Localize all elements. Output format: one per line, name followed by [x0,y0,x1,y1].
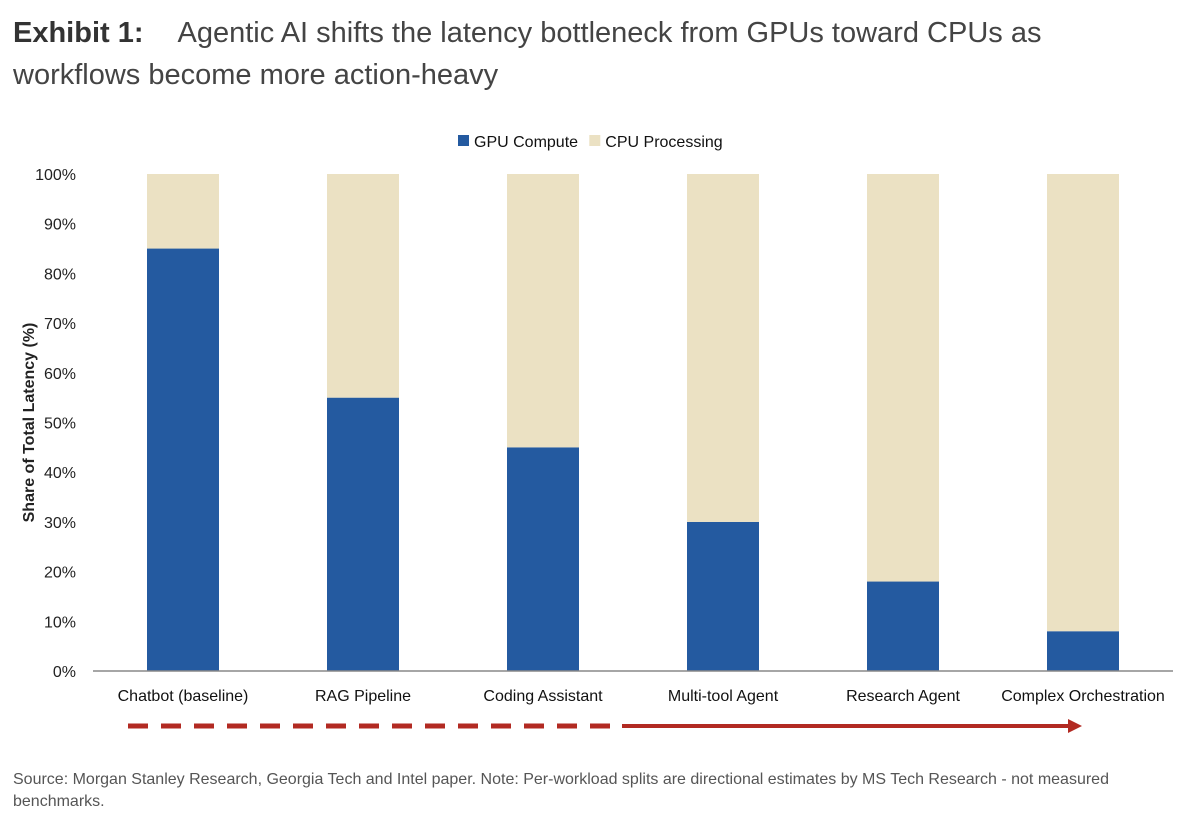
y-tick-label: 80% [44,266,76,283]
y-tick-label: 50% [44,416,76,433]
y-tick-label: 10% [44,614,76,631]
title-text: Agentic AI shifts the latency bottleneck… [13,17,1042,91]
y-tick-label: 40% [44,465,76,482]
bar-gpu-compute [147,248,219,672]
y-tick-label: 60% [44,366,76,383]
legend-swatch [589,135,601,146]
y-axis-label: Share of Total Latency (%) [21,323,38,523]
legend-swatch [458,135,469,146]
bar-cpu-processing [147,174,219,249]
bar-cpu-processing [327,174,399,398]
x-tick-label: Multi-tool Agent [668,688,779,705]
source-note: Source: Morgan Stanley Research, Georgia… [13,771,1109,810]
y-tick-label: 70% [44,316,76,333]
y-tick-label: 30% [44,515,76,532]
exhibit-label: Exhibit 1: [13,17,144,49]
bar-gpu-compute [327,397,399,671]
x-tick-label: Coding Assistant [483,688,603,705]
bar-cpu-processing [507,174,579,448]
y-tick-label: 0% [53,664,76,681]
y-tick-label: 90% [44,217,76,234]
bar-cpu-processing [687,174,759,522]
legend-label: GPU Compute [474,134,578,151]
chart-title: Exhibit 1: Agentic AI shifts the latency … [13,12,1163,96]
y-tick-label: 100% [35,167,76,184]
x-tick-label: RAG Pipeline [315,688,411,705]
x-tick-label: Research Agent [846,688,960,705]
bar-gpu-compute [1047,631,1119,671]
bar-cpu-processing [867,174,939,582]
bar-gpu-compute [867,581,939,671]
bar-gpu-compute [507,447,579,671]
x-tick-label: Complex Orchestration [1001,688,1165,705]
y-tick-label: 20% [44,565,76,582]
bar-cpu-processing [1047,174,1119,632]
legend-label: CPU Processing [605,134,722,151]
bar-gpu-compute [687,521,759,671]
x-tick-label: Chatbot (baseline) [118,688,249,705]
arrow-head-icon [1068,719,1082,733]
